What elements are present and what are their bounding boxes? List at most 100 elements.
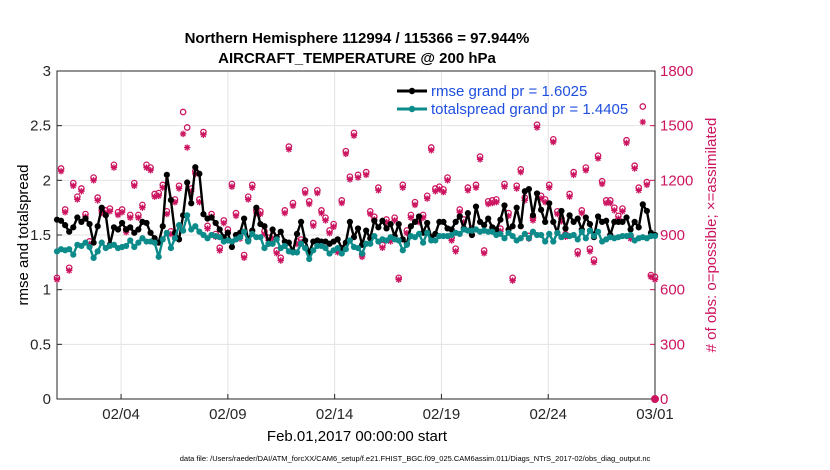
totalspread-point <box>297 240 305 247</box>
left-tick-label: 1.5 <box>30 227 51 244</box>
totalspread-point <box>302 245 309 252</box>
totalspread-point <box>123 242 130 250</box>
legend-rmse-marker <box>408 87 416 95</box>
totalspread-point <box>180 227 187 234</box>
asterisk-glyph <box>354 174 362 181</box>
obs-assimilated-marker <box>66 267 73 274</box>
rmse-point <box>574 215 581 222</box>
obs-assimilated-marker <box>131 182 138 189</box>
data-file-footnote: data file: /Users/raeder/DAI/ATM_forcXX/… <box>180 454 651 463</box>
left-tick-label: 0.5 <box>30 336 51 353</box>
asterisk-glyph <box>110 164 118 171</box>
obs-assimilated-marker <box>196 199 203 206</box>
asterisk-glyph <box>415 219 423 226</box>
rmse-point <box>383 225 390 232</box>
asterisk-glyph <box>318 209 325 217</box>
asterisk-glyph <box>403 229 411 237</box>
asterisk-glyph <box>66 267 73 274</box>
asterisk-glyph <box>513 185 520 192</box>
obs-assimilated-marker <box>269 235 276 242</box>
rmse-point <box>411 218 419 225</box>
asterisk-glyph <box>53 276 61 283</box>
obs-assimilated-marker <box>346 176 354 183</box>
totalspread-point <box>403 241 410 248</box>
obs-assimilated-marker <box>619 208 626 215</box>
asterisk-glyph <box>151 193 158 200</box>
rmse-point <box>127 224 134 231</box>
asterisk-glyph <box>570 171 577 179</box>
asterisk-glyph <box>326 229 333 237</box>
asterisk-glyph <box>216 247 223 254</box>
x-tick-label: 02/19 <box>423 406 461 423</box>
asterisk-glyph <box>375 187 382 194</box>
obs-assimilated-marker <box>611 207 618 214</box>
obs-assimilated-marker <box>358 253 366 261</box>
rmse-point <box>277 228 284 235</box>
obs-assimilated-marker <box>175 185 183 192</box>
rmse-point <box>70 224 77 231</box>
obs-assimilated-marker <box>301 189 309 197</box>
obs-assimilated-marker <box>220 219 227 227</box>
asterisk-glyph <box>456 209 463 216</box>
obs-assimilated-marker <box>419 214 427 221</box>
obs-assimilated-marker <box>114 211 122 219</box>
obs-assimilated-marker <box>362 171 370 179</box>
obs-assimilated-marker <box>318 209 325 217</box>
asterisk-glyph <box>342 150 350 158</box>
rmse-point <box>415 213 423 220</box>
obs-assimilated-marker <box>159 184 166 191</box>
rmse-point <box>424 219 431 227</box>
rmse-point <box>497 216 504 223</box>
rmse-point <box>485 215 492 222</box>
asterisk-glyph <box>330 223 337 230</box>
totalspread-point <box>546 230 553 238</box>
obs-assimilated-marker <box>310 222 317 230</box>
asterisk-glyph <box>448 237 455 244</box>
obs-assimilated-marker <box>566 193 573 200</box>
x-axis-ticks: 02/04 02/09 02/14 02/19 02/24 03/01 <box>102 406 673 423</box>
obs-assimilated-marker <box>501 183 508 190</box>
y-axis-label: rmse and totalspread <box>15 165 32 306</box>
obs-assimilated-marker <box>647 273 655 281</box>
totalspread-point <box>131 243 138 251</box>
obs-assimilated-marker <box>432 188 439 195</box>
asterisk-glyph <box>611 207 618 214</box>
totalspread-point <box>501 235 508 242</box>
rmse-point <box>118 219 126 227</box>
asterisk-glyph <box>615 215 622 222</box>
obs-assimilated-marker <box>428 147 435 154</box>
totalspread-point <box>651 232 659 240</box>
rmse-point <box>635 224 642 231</box>
asterisk-glyph <box>131 182 138 189</box>
totalspread-point <box>163 229 170 236</box>
asterisk-glyph <box>529 217 537 224</box>
rmse-point <box>371 217 378 224</box>
asterisk-glyph <box>204 225 211 232</box>
asterisk-glyph <box>261 230 268 238</box>
left-tick-label: 3 <box>43 63 51 80</box>
obs-assimilated-marker <box>594 155 602 162</box>
obs-assimilated-marker <box>493 199 500 206</box>
obs-assimilated-marker <box>399 184 406 191</box>
totalspread-point <box>236 234 244 241</box>
asterisk-glyph <box>647 273 655 281</box>
asterisk-glyph <box>118 209 126 216</box>
totalspread-point <box>66 246 73 253</box>
right-tick-label: 1800 <box>660 63 693 80</box>
obs-assimilated-marker <box>578 209 585 217</box>
asterisk-glyph <box>395 276 402 283</box>
asterisk-glyph <box>383 219 390 226</box>
obs-assimilated-marker <box>586 248 594 255</box>
asterisk-glyph <box>127 214 134 221</box>
rmse-point <box>517 223 524 230</box>
totalspread-point <box>273 236 280 243</box>
totalspread-point <box>94 248 101 255</box>
asterisk-glyph <box>476 156 484 163</box>
asterisk-glyph <box>244 196 252 203</box>
totalspread-point <box>554 229 561 236</box>
obs-assimilated-marker <box>509 277 516 284</box>
rmse-point <box>582 214 589 221</box>
x-axis-label: Feb.01,2017 00:00:00 start <box>267 428 448 445</box>
asterisk-glyph <box>452 248 459 255</box>
rmse-point <box>66 228 73 235</box>
